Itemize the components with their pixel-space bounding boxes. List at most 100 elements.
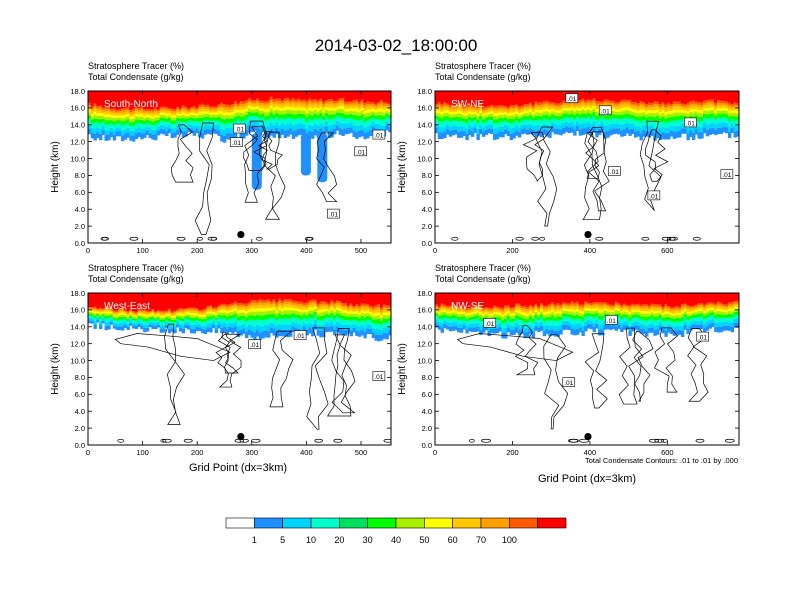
x-tick-label: 400	[584, 448, 597, 457]
colorbar-swatch	[395, 517, 425, 529]
y-axis-label: Height (km)	[397, 343, 408, 395]
y-tick-label: 2.0	[422, 222, 432, 231]
colorbar-label: 100	[502, 535, 517, 545]
x-tick-label: 600	[661, 448, 674, 457]
x-tick-label: 400	[584, 246, 597, 255]
field-subtitle: Total Condensate (g/kg)	[88, 274, 184, 284]
field-title: Stratosphere Tracer (%)	[88, 61, 184, 71]
panel-nw-se: .01 .01 .01 .01 0.0 2.0 4.0 6.0 8.0 10.0 12.0 14.0 1…	[397, 263, 740, 457]
contour-label: .01	[608, 166, 621, 176]
panel-label: NW-SE	[451, 301, 484, 312]
plot-frame	[87, 292, 392, 446]
xlabel-right: Grid Point (dx=3km)	[538, 473, 636, 485]
x-tick-label: 500	[355, 448, 368, 457]
y-tick-label: 0.0	[75, 441, 85, 450]
svg-text:.01: .01	[374, 133, 383, 140]
y-tick-label: 12.0	[417, 137, 432, 146]
contour-label: .01	[233, 123, 246, 134]
colorbar-swatch	[225, 517, 255, 529]
x-tick-label: 100	[136, 246, 149, 255]
panel-south-north: .01 .01 .01 .01 .01 0.0 2.0 4.0 6.0 8.0 10.0 12.0 14…	[50, 61, 392, 255]
svg-text:.01: .01	[250, 342, 259, 349]
condensate-contours	[114, 323, 391, 443]
svg-text:.01: .01	[722, 172, 731, 179]
y-tick-label: 18.0	[70, 87, 85, 96]
x-tick-label: 100	[136, 448, 149, 457]
colorbar-swatch	[310, 517, 340, 529]
colorbar-label: 1	[252, 535, 257, 545]
colorbar-label: 70	[476, 535, 486, 545]
y-tick-label: 16.0	[417, 306, 432, 315]
contour-label: .01	[696, 331, 709, 342]
y-tick-label: 16.0	[70, 104, 85, 113]
colorbar-swatch	[452, 517, 482, 529]
y-axis-label: Height (km)	[50, 141, 61, 193]
tracer-field	[88, 91, 391, 243]
y-tick-label: 6.0	[422, 188, 432, 197]
svg-text:.01: .01	[329, 212, 338, 219]
y-tick-label: 10.0	[70, 356, 85, 365]
panel-sw-ne: .01 .01 .01 .01 .01 .01 0.0 2.0 4.0 6.0 8.0 10.0 12.…	[397, 61, 740, 255]
tracer-field	[435, 91, 739, 243]
y-tick-label: 8.0	[75, 171, 85, 180]
contour-label: .01	[720, 169, 734, 179]
panel-label: SW-NE	[451, 99, 484, 110]
svg-text:.01: .01	[356, 149, 365, 156]
y-tick-label: 10.0	[417, 356, 432, 365]
y-tick-label: 0.0	[422, 441, 432, 450]
contour-label: .01	[372, 129, 386, 140]
y-tick-label: 6.0	[422, 390, 432, 399]
contour-label: .01	[684, 117, 697, 127]
y-tick-label: 8.0	[422, 373, 432, 382]
colorbar-swatch	[282, 517, 312, 529]
location-marker	[584, 230, 592, 239]
x-tick-label: 600	[661, 246, 674, 255]
condensate-contours	[100, 120, 338, 241]
y-tick-label: 4.0	[422, 407, 432, 416]
colorbar-swatch	[480, 517, 510, 529]
svg-text:.01: .01	[232, 140, 241, 147]
contour-label: .01	[598, 105, 612, 115]
x-tick-label: 400	[300, 448, 313, 457]
field-title: Stratosphere Tracer (%)	[435, 263, 531, 273]
y-tick-label: 0.0	[422, 239, 432, 248]
plot-frame	[87, 90, 392, 244]
location-marker	[237, 230, 245, 239]
contour-label: .01	[562, 377, 576, 387]
y-tick-label: 2.0	[75, 424, 85, 433]
y-tick-label: 8.0	[75, 373, 85, 382]
svg-text:.01: .01	[235, 127, 244, 134]
contour-label: .01	[483, 318, 497, 328]
y-axis-label: Height (km)	[397, 141, 408, 193]
y-tick-label: 18.0	[70, 289, 85, 298]
colorbar-swatch	[509, 517, 538, 529]
panel-label: West-East	[104, 301, 150, 312]
colorbar-legend: 1 5 10 20 30 40 50 60 70 100	[225, 517, 567, 545]
y-axis-label: Height (km)	[50, 343, 61, 395]
location-marker	[584, 432, 592, 441]
y-tick-label: 6.0	[75, 188, 85, 197]
colorbar-label: 5	[280, 535, 285, 545]
field-title: Stratosphere Tracer (%)	[435, 61, 531, 71]
x-tick-label: 200	[506, 448, 519, 457]
contour-label: .01	[230, 137, 243, 147]
contour-footer: Total Condensate Contours: .01 to .01 by…	[585, 456, 738, 465]
y-tick-label: 8.0	[422, 171, 432, 180]
x-tick-label: 0	[86, 246, 90, 255]
field-subtitle: Total Condensate (g/kg)	[435, 274, 531, 284]
y-tick-label: 16.0	[417, 104, 432, 113]
y-tick-label: 18.0	[417, 289, 432, 298]
x-tick-label: 200	[191, 246, 204, 255]
y-tick-label: 2.0	[75, 222, 85, 231]
y-tick-label: 12.0	[70, 137, 85, 146]
x-tick-label: 0	[86, 448, 90, 457]
y-tick-label: 2.0	[422, 424, 432, 433]
contour-label: .01	[605, 315, 618, 325]
colorbar-label: 10	[306, 535, 316, 545]
contour-label: .01	[372, 371, 386, 381]
y-tick-label: 12.0	[70, 339, 85, 348]
svg-text:.01: .01	[296, 333, 305, 340]
plot-frame	[434, 90, 740, 244]
svg-text:.01: .01	[601, 108, 610, 115]
y-tick-label: 14.0	[70, 121, 85, 130]
